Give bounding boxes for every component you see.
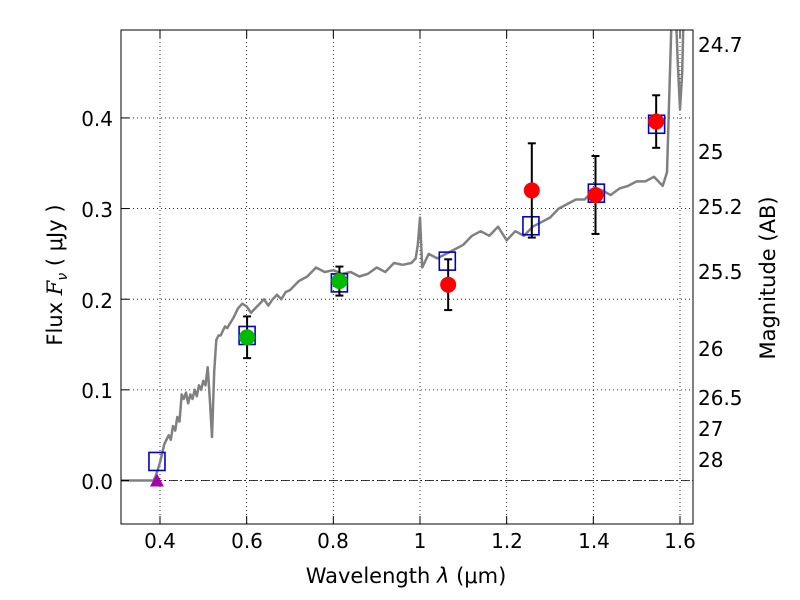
mag-tick-label: 28 <box>698 448 723 472</box>
mag-tick-label: 24.7 <box>698 33 743 57</box>
x-tick-label: 0.4 <box>144 529 176 553</box>
x-tick-labels: 0.4 0.6 0.8 1 1.2 1.4 1.6 <box>144 529 696 553</box>
plot-background <box>121 30 693 524</box>
model-flux-square <box>148 451 166 472</box>
magnitude-tick-labels: 24.7 25 25.2 25.5 26 26.5 27 28 <box>698 33 743 472</box>
mag-tick-label: 26.5 <box>698 386 743 410</box>
x-tick-label: 0.6 <box>231 529 263 553</box>
x-axis-label: Wavelength λ (μm) <box>306 564 507 588</box>
y-tick-labels: 0.0 0.1 0.2 0.3 0.4 <box>81 107 113 494</box>
y-tick-label: 0.2 <box>81 289 113 313</box>
y-tick-label: 0.4 <box>81 107 113 131</box>
axis-ticks <box>121 30 681 524</box>
x-tick-label: 1.6 <box>664 529 696 553</box>
y-tick-label: 0.1 <box>81 379 113 403</box>
photometry-point <box>239 329 256 346</box>
photometry-point <box>331 273 348 290</box>
plot-frame <box>120 29 694 525</box>
x-tick-label: 0.8 <box>317 529 349 553</box>
x-tick-label: 1.2 <box>491 529 523 553</box>
magnitude-axis-label: Magnitude (AB) <box>756 196 780 359</box>
mag-tick-label: 27 <box>698 417 723 441</box>
photometry-point <box>648 113 665 130</box>
mag-tick-label: 25 <box>698 140 723 164</box>
upper-limit-triangle <box>149 473 164 487</box>
mag-tick-label: 25.2 <box>698 195 743 219</box>
photometry-point <box>523 182 540 199</box>
y-tick-label: 0.0 <box>81 470 113 494</box>
photometry-point <box>440 276 457 293</box>
y-tick-label: 0.3 <box>81 198 113 222</box>
x-tick-label: 1.4 <box>578 529 610 553</box>
mag-tick-label: 25.5 <box>698 260 743 284</box>
y-axis-label: Flux Fν ( μJy ) <box>43 204 71 345</box>
x-tick-label: 1 <box>414 529 427 553</box>
data-markers <box>148 94 666 487</box>
photometry-point <box>587 186 604 203</box>
mag-tick-label: 26 <box>698 337 723 361</box>
